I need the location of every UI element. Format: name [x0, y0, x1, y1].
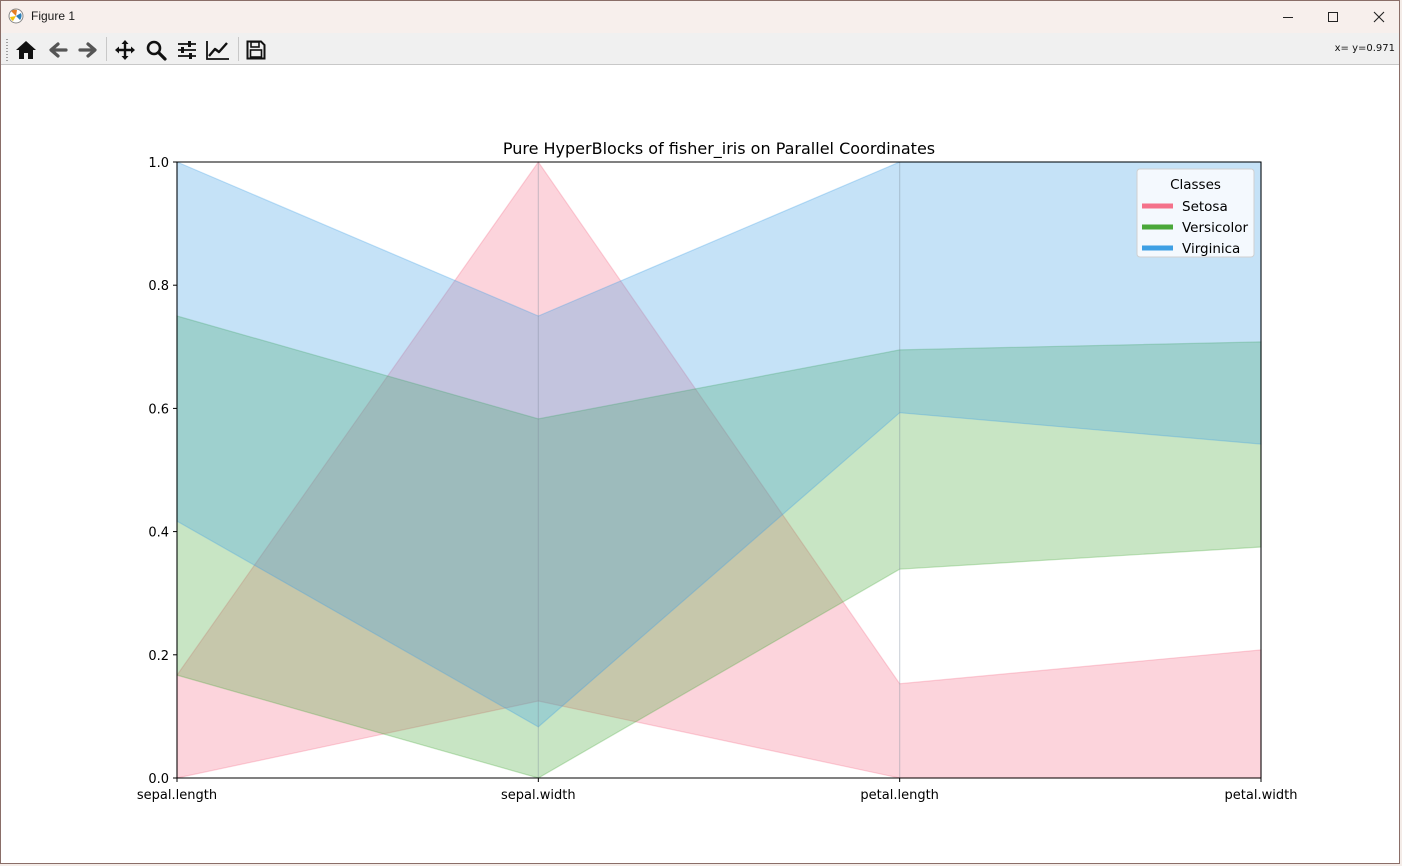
figure-canvas[interactable]: Pure HyperBlocks of fisher_iris on Paral… — [1, 65, 1399, 861]
title-bar[interactable]: Figure 1 — [1, 1, 1399, 33]
legend[interactable]: Classes Setosa Versicolor Virginica — [1136, 168, 1255, 258]
line-chart-icon — [206, 41, 229, 60]
legend-label-setosa: Setosa — [1182, 199, 1228, 215]
y-tick-label: 0.6 — [148, 402, 169, 417]
x-tick-label-sepal-width: sepal.width — [501, 788, 576, 803]
minimize-button[interactable] — [1265, 1, 1311, 33]
configure-subplots-button[interactable] — [174, 37, 200, 63]
window-title: Figure 1 — [31, 9, 76, 23]
home-icon — [16, 41, 36, 59]
forward-button[interactable] — [75, 37, 101, 63]
y-tick-label: 0.4 — [148, 526, 169, 541]
navigation-toolbar: x= y=0.971 — [1, 33, 1399, 65]
x-tick-label-petal-length: petal.length — [860, 788, 939, 803]
maximize-button[interactable] — [1310, 1, 1356, 33]
arrow-right-icon — [78, 42, 97, 58]
maximize-icon — [1328, 12, 1338, 22]
toolbar-separator — [106, 37, 107, 61]
legend-box — [1136, 168, 1255, 258]
y-axis-ticks: 0.0 0.2 0.4 0.6 0.8 1.0 — [148, 156, 177, 787]
toolbar-grip[interactable] — [6, 39, 8, 61]
minimize-icon — [1283, 17, 1293, 18]
close-button[interactable] — [1356, 1, 1402, 33]
chart-title: Pure HyperBlocks of fisher_iris on Paral… — [503, 139, 935, 159]
x-axis-ticks: sepal.length sepal.width petal.length petal… — [137, 778, 1298, 803]
legend-label-versicolor: Versicolor — [1182, 220, 1249, 236]
arrow-left-icon — [49, 42, 68, 58]
edit-axis-button[interactable] — [205, 37, 231, 63]
y-tick-label: 1.0 — [148, 156, 169, 171]
move-arrows-icon — [115, 40, 135, 60]
home-button[interactable] — [13, 37, 39, 63]
zoom-button[interactable] — [143, 37, 169, 63]
matplotlib-app-icon — [8, 8, 24, 24]
y-tick-label: 0.0 — [148, 772, 169, 787]
pan-button[interactable] — [112, 37, 138, 63]
toolbar-separator — [238, 37, 239, 61]
floppy-disk-icon — [246, 40, 266, 60]
x-tick-label-petal-width: petal.width — [1225, 788, 1298, 803]
y-tick-label: 0.8 — [148, 279, 169, 294]
legend-title: Classes — [1170, 177, 1221, 193]
x-tick-label-sepal-length: sepal.length — [137, 788, 217, 803]
axes-frame — [176, 161, 1262, 779]
magnifier-icon — [146, 40, 167, 61]
hyperblock-fills — [176, 160, 1262, 779]
sliders-icon — [178, 41, 196, 59]
y-tick-label: 0.2 — [148, 649, 169, 664]
cursor-coordinates-readout: x= y=0.971 — [1334, 43, 1395, 54]
legend-label-virginica: Virginica — [1182, 241, 1240, 257]
back-button[interactable] — [45, 37, 71, 63]
save-button[interactable] — [243, 37, 269, 63]
close-icon — [1373, 11, 1385, 23]
